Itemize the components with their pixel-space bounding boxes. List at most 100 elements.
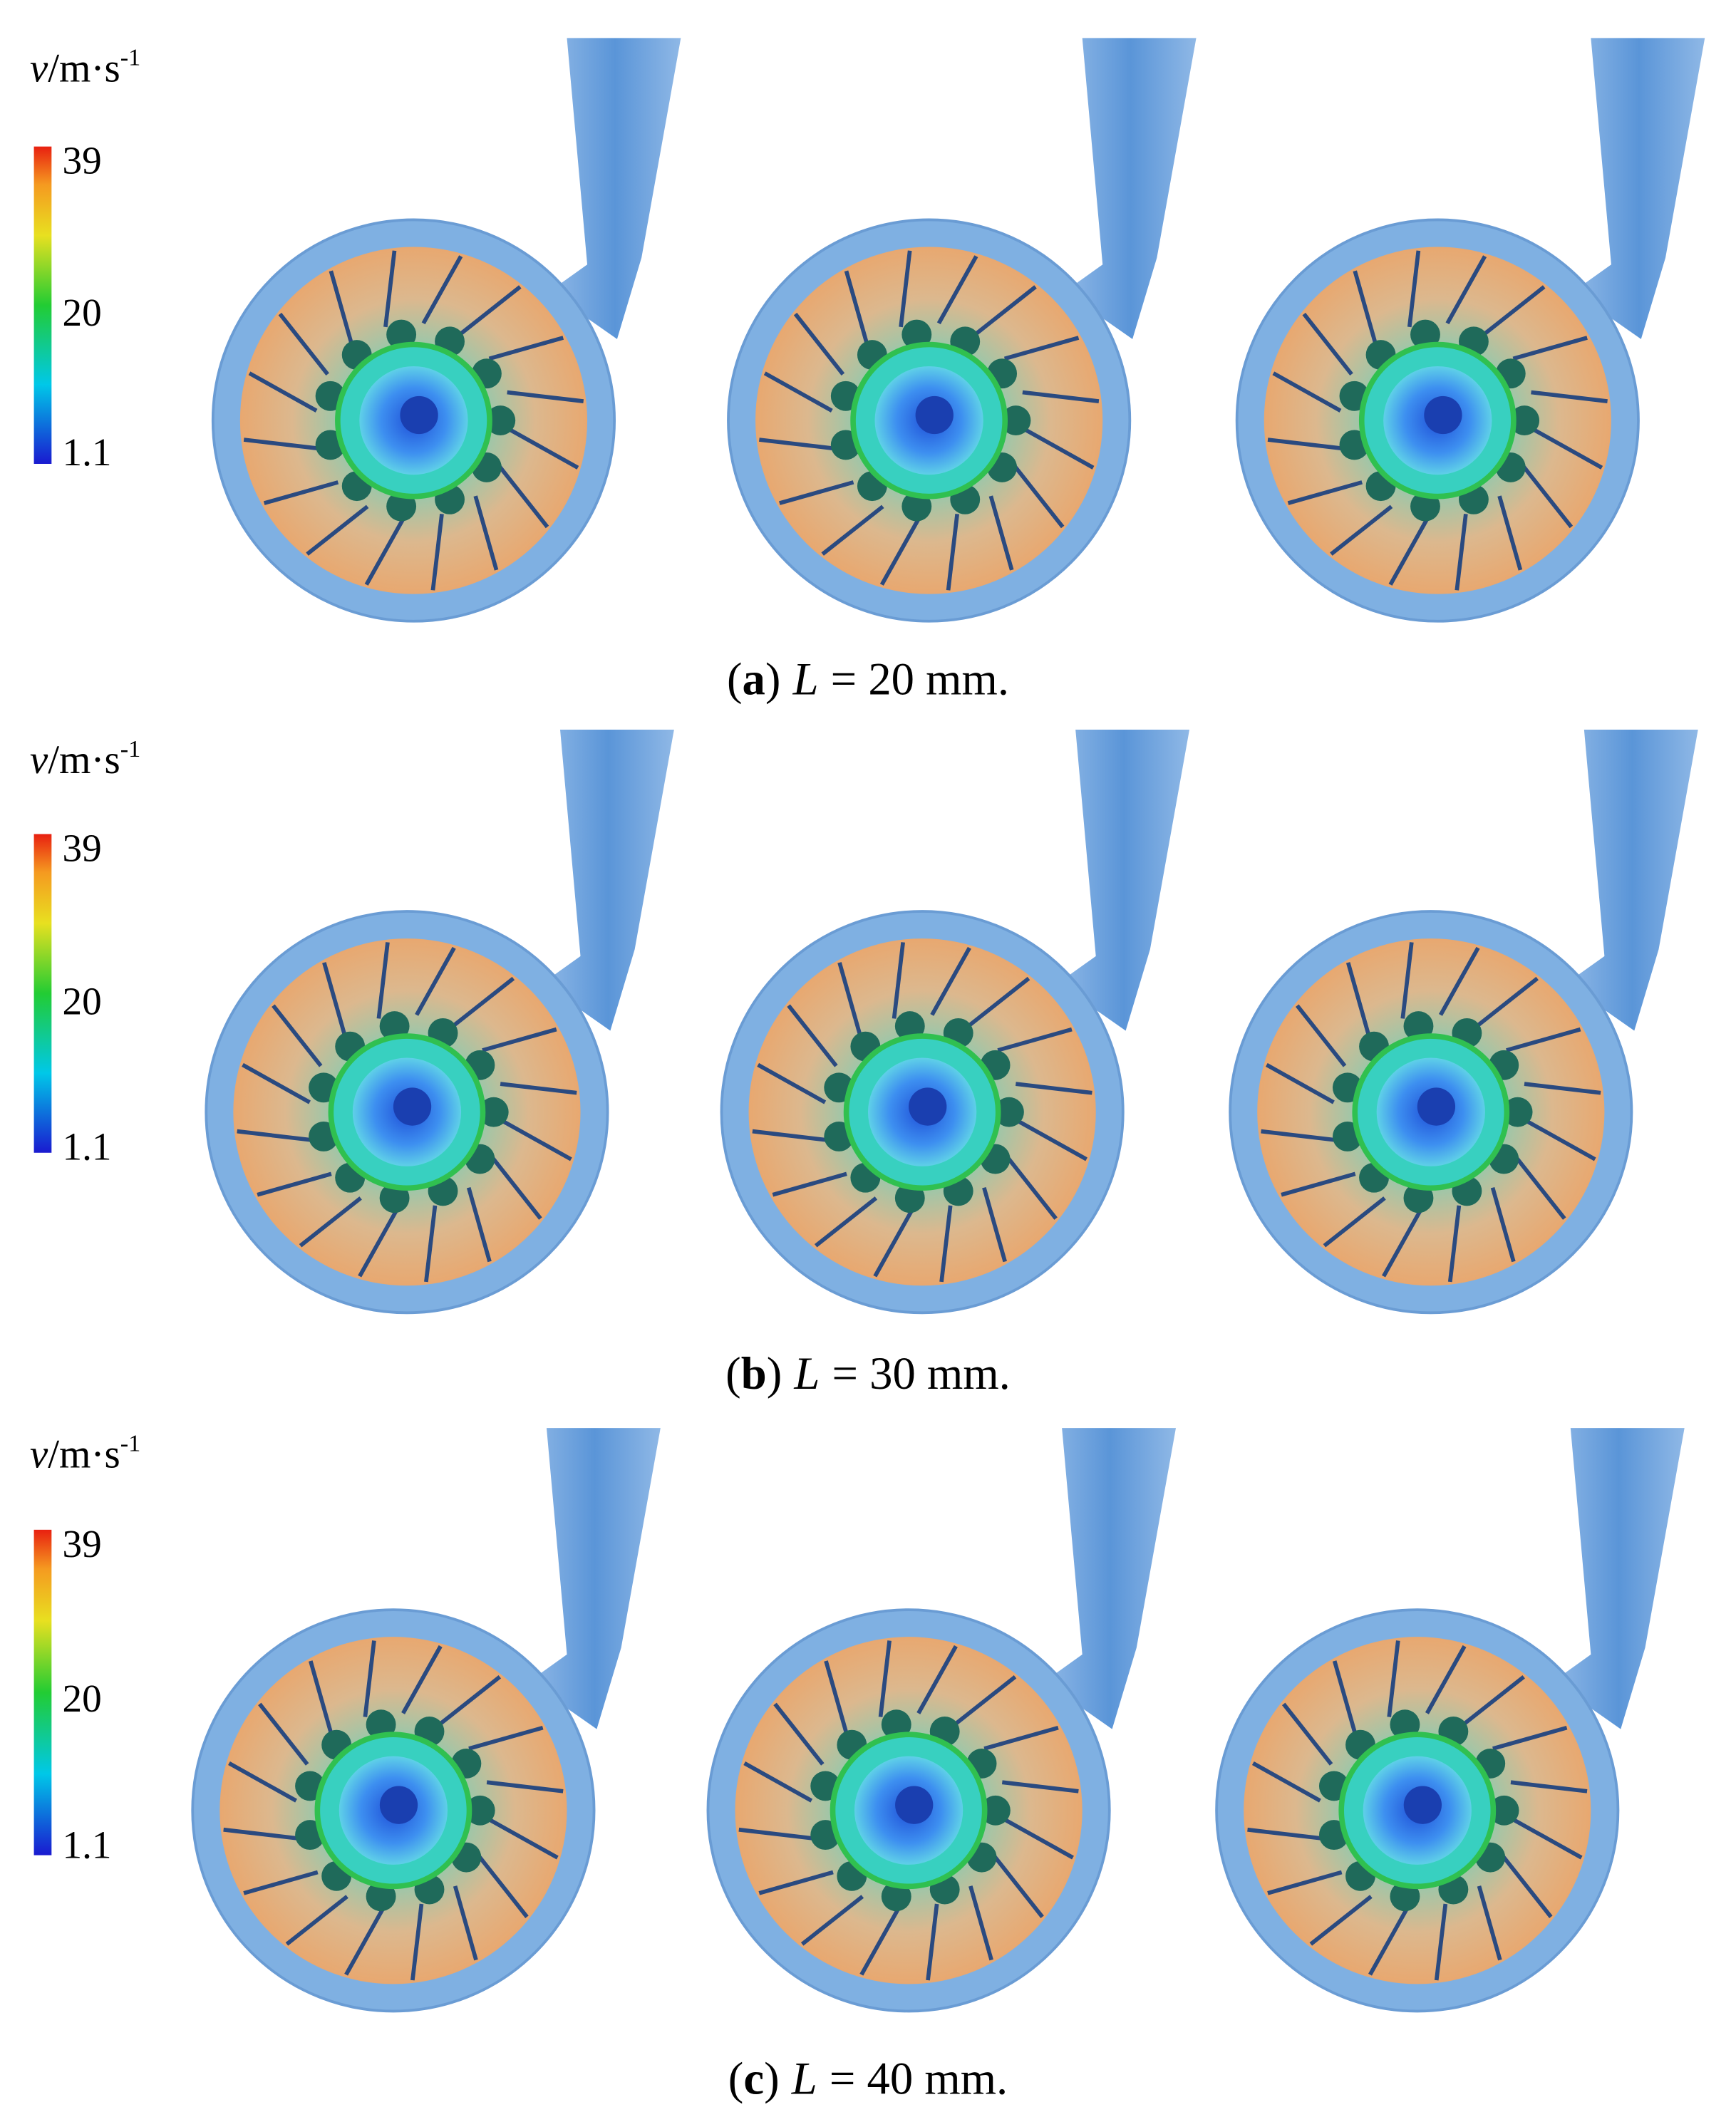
vane-block	[1509, 405, 1540, 436]
legend-title: v/m·s-1	[30, 43, 140, 90]
blade	[1526, 1119, 1596, 1161]
blade	[939, 1205, 953, 1283]
blade	[1425, 1645, 1467, 1714]
blade	[773, 1702, 825, 1766]
blade	[1497, 495, 1523, 571]
caption-variable: L	[793, 1347, 820, 1399]
blade	[1513, 1818, 1583, 1860]
caption-open: (	[727, 653, 743, 705]
shaft	[1424, 395, 1462, 435]
blade	[491, 1156, 542, 1220]
blade	[500, 1082, 577, 1095]
blade	[1001, 1780, 1079, 1794]
blade	[1265, 1062, 1335, 1104]
blade	[458, 285, 522, 336]
blade	[1434, 1903, 1448, 1981]
blade	[272, 1004, 323, 1067]
blade	[383, 250, 397, 328]
blade	[1296, 1004, 1347, 1067]
legend-tick-label: 1.1	[63, 1823, 112, 1866]
blade	[1267, 1870, 1343, 1895]
blade	[1330, 504, 1393, 556]
shaft	[393, 1087, 432, 1126]
blade	[1006, 1156, 1058, 1220]
blade	[1512, 336, 1588, 361]
caption-equation: = 30 mm.	[832, 1347, 1010, 1399]
blade	[844, 270, 869, 346]
blade	[1022, 390, 1100, 403]
blade	[242, 1062, 311, 1104]
blade	[1477, 1885, 1502, 1961]
blade	[1445, 255, 1487, 325]
blade	[344, 1906, 386, 1976]
legend-exponent: -1	[120, 43, 141, 71]
legend-tick-label: 20	[63, 291, 102, 334]
blade	[743, 1761, 813, 1803]
blade	[1502, 1855, 1553, 1918]
blade	[824, 1660, 849, 1736]
blade	[954, 1675, 1017, 1727]
pump-image	[1229, 729, 1698, 1315]
blade	[916, 1645, 958, 1714]
shaft	[379, 1786, 418, 1824]
blade	[258, 1702, 309, 1766]
blade	[973, 285, 1037, 336]
caption-variable: L	[792, 653, 819, 705]
blade	[1438, 946, 1480, 1016]
outlet	[1058, 729, 1190, 1031]
blade	[1281, 1171, 1356, 1197]
blade	[497, 465, 549, 529]
blade	[410, 1903, 424, 1981]
blade	[237, 1129, 314, 1143]
pump-image	[1235, 38, 1705, 623]
blade	[243, 438, 321, 451]
blade	[1510, 1780, 1588, 1794]
blade	[1003, 336, 1080, 361]
legend-symbol: v	[30, 1432, 48, 1476]
outlet	[529, 1428, 661, 1729]
blade	[814, 1196, 878, 1248]
shaft	[915, 395, 954, 435]
blade	[1323, 1196, 1386, 1248]
blade	[1482, 285, 1546, 336]
vane-block	[478, 1097, 509, 1127]
blade	[873, 1208, 914, 1278]
legend-tick-label: 1.1	[63, 1124, 112, 1168]
blade	[899, 250, 912, 328]
blade	[424, 1205, 438, 1283]
vane-block	[993, 1097, 1024, 1127]
vane-block	[1502, 1097, 1533, 1127]
blade	[1332, 1660, 1358, 1736]
blade	[837, 962, 863, 1037]
blade	[257, 1171, 332, 1197]
pump-image	[727, 38, 1197, 623]
legend-tick-label: 39	[63, 1522, 102, 1565]
outlet	[542, 729, 674, 1031]
blade	[759, 438, 836, 451]
blade	[248, 371, 318, 413]
blade	[285, 1895, 348, 1946]
caption: (c) L = 40 mm.	[728, 2053, 1008, 2104]
blade	[758, 1870, 834, 1895]
vane-block	[1001, 405, 1031, 436]
blade	[967, 976, 1030, 1028]
blade	[358, 1208, 399, 1278]
blade	[1534, 428, 1603, 470]
legend-title: v/m·s-1	[30, 1429, 140, 1476]
blade	[1387, 1640, 1400, 1717]
blade	[878, 1640, 892, 1717]
blade	[1309, 1895, 1373, 1946]
blade	[1267, 438, 1345, 451]
caption: (b) L = 30 mm.	[725, 1347, 1011, 1399]
caption-variable: L	[791, 2053, 817, 2104]
vane-block	[485, 405, 516, 436]
blade	[364, 517, 406, 586]
blade	[1490, 1186, 1516, 1263]
blade	[401, 1645, 443, 1714]
outlet	[1573, 38, 1705, 339]
blade	[1251, 1761, 1321, 1803]
vane-block	[1489, 1795, 1519, 1826]
blade	[779, 480, 854, 505]
legend-unit: /m·s	[48, 1432, 120, 1476]
blade	[477, 1855, 529, 1918]
